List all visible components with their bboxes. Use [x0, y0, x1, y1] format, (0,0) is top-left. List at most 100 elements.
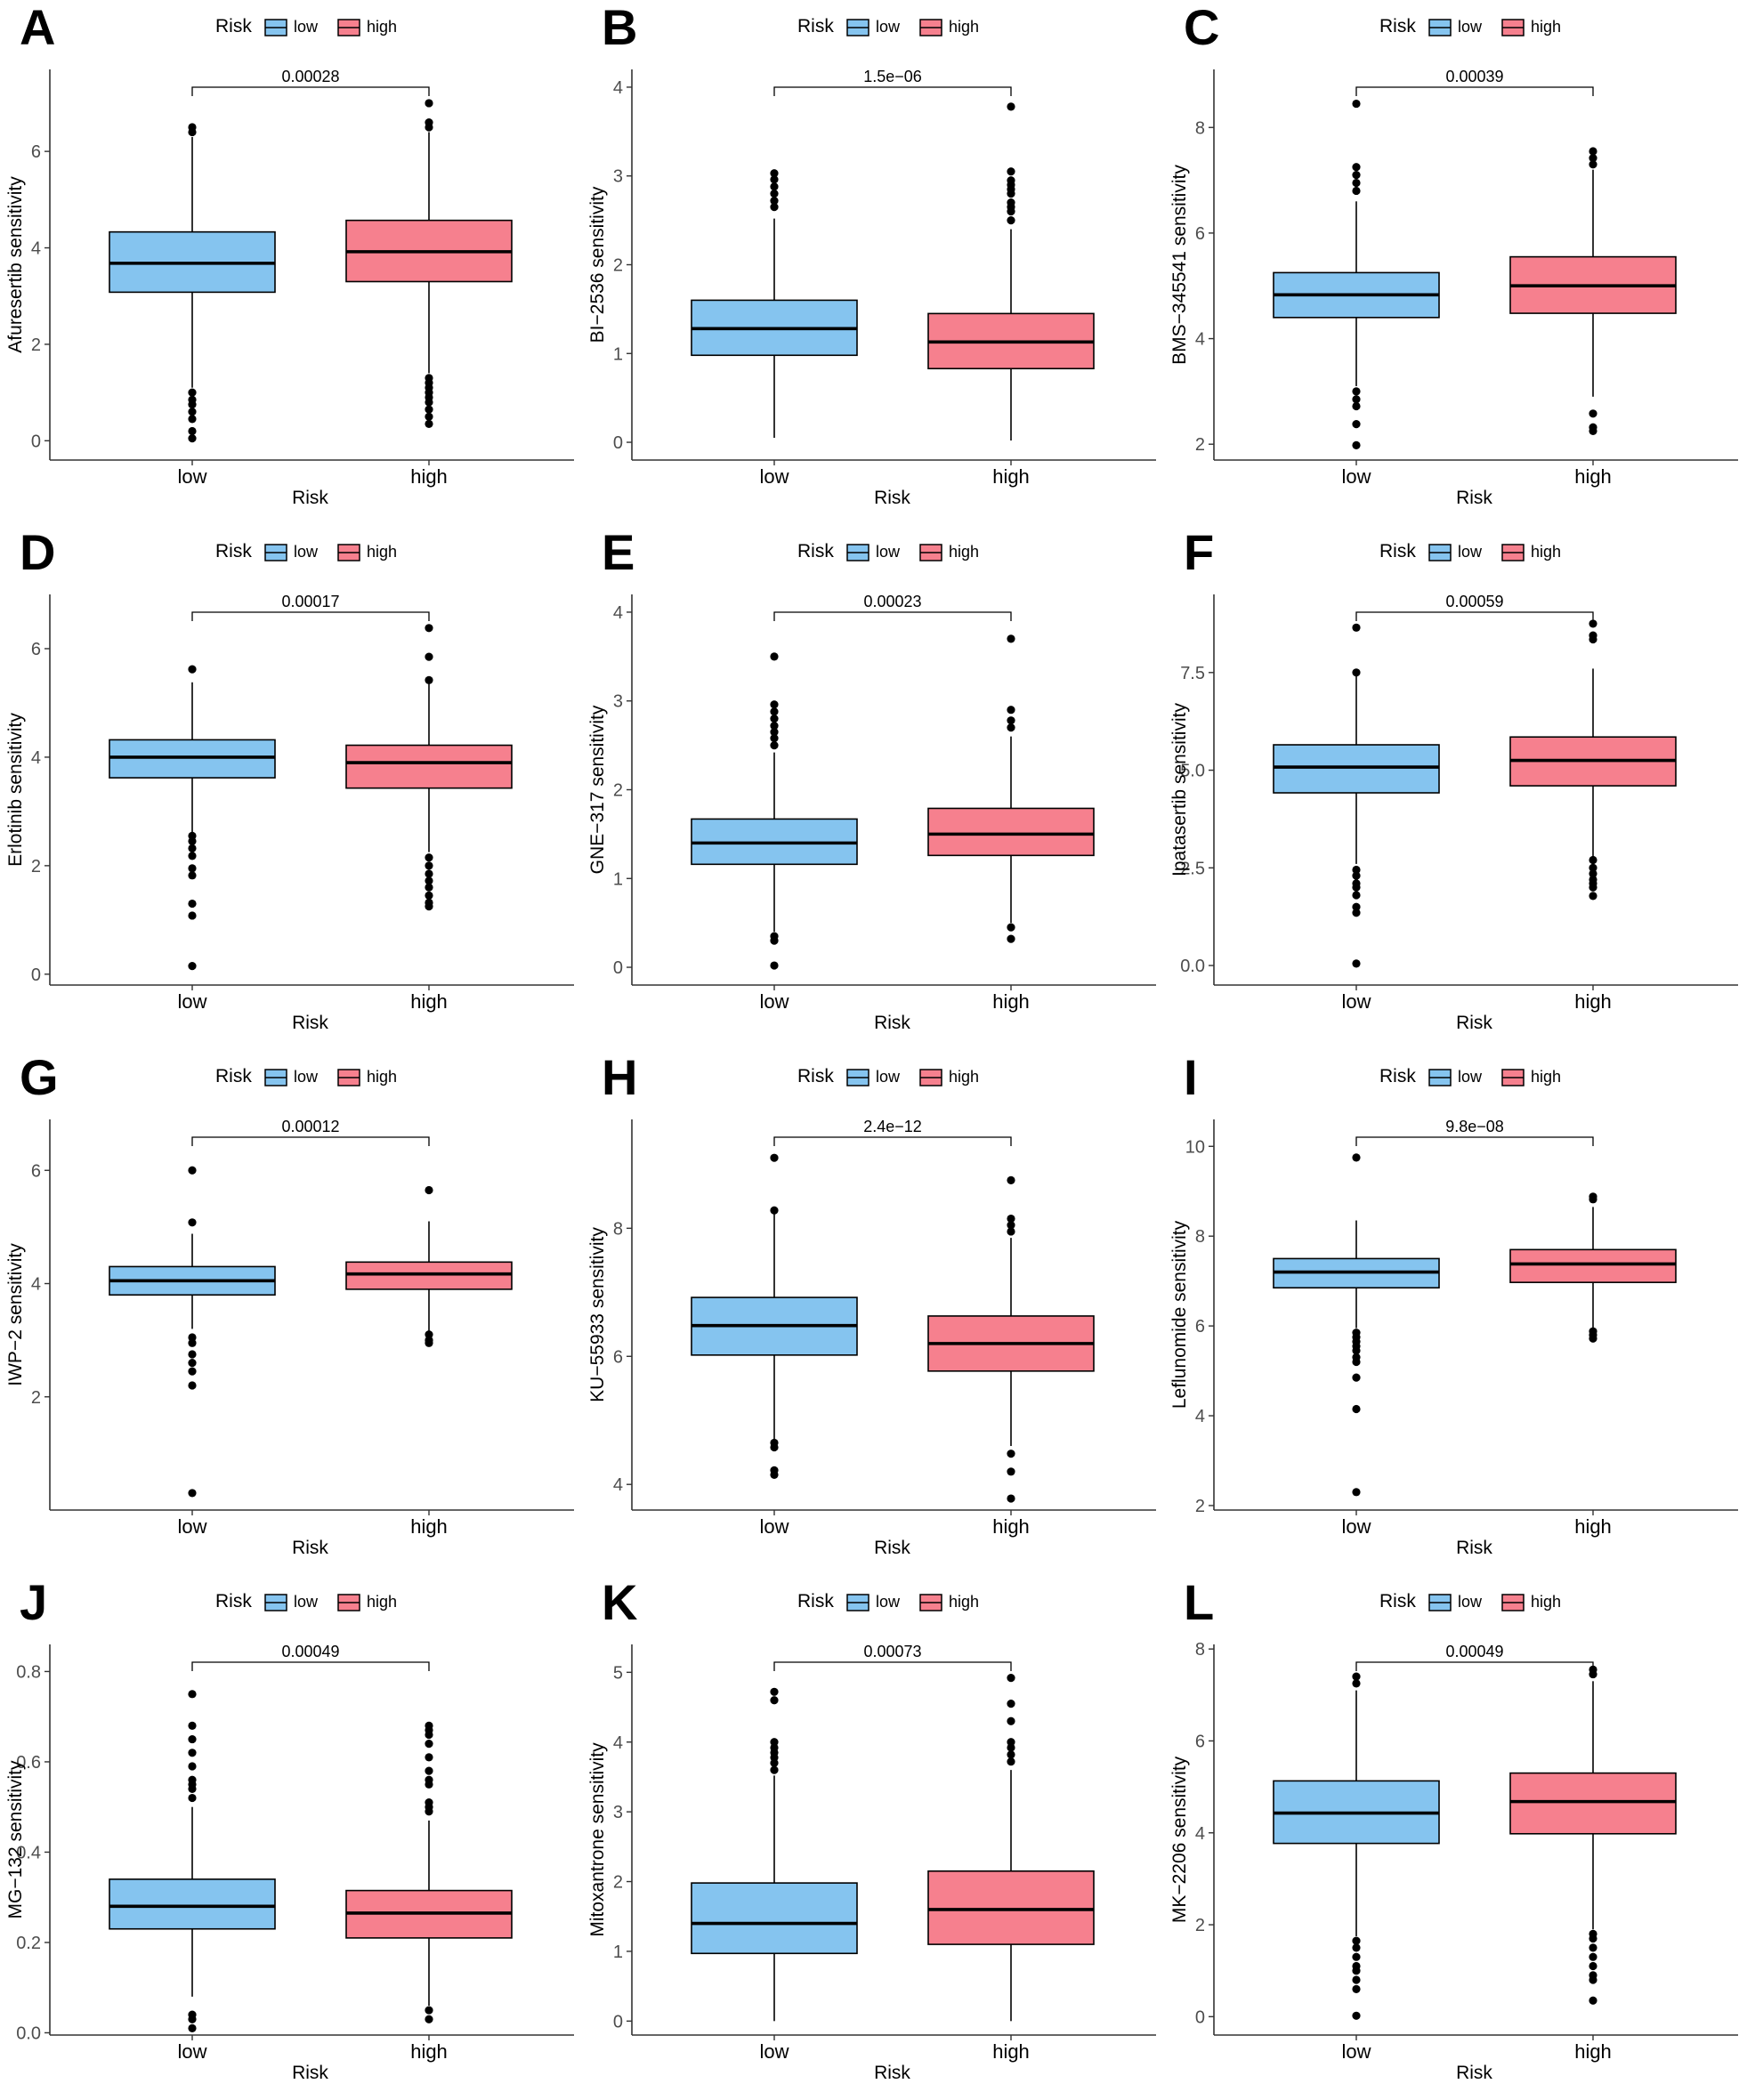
y-tick-label: 2 — [1195, 1497, 1205, 1516]
significance-bracket: 0.00017 — [191, 593, 430, 621]
y-tick-label: 6 — [1195, 1732, 1205, 1751]
box-iqr — [691, 1882, 858, 1955]
legend-label-low: low — [876, 1593, 901, 1611]
box-high — [927, 102, 1095, 441]
outlier-point — [770, 1687, 779, 1696]
box-low — [1273, 99, 1440, 449]
box-high — [1509, 1192, 1677, 1343]
box-iqr — [109, 739, 276, 779]
panel-letter: B — [602, 0, 637, 55]
y-tick-label: 4 — [31, 748, 41, 768]
x-tick-label: low — [177, 2040, 206, 2063]
y-tick-label: 2 — [31, 857, 41, 876]
outlier-point — [1352, 1961, 1361, 1971]
outlier-point — [1007, 198, 1015, 207]
x-tick-label: low — [759, 465, 789, 488]
legend-title: Risk — [215, 1591, 252, 1611]
x-axis-title: Risk — [1456, 1013, 1492, 1033]
panel-letter: G — [20, 1049, 59, 1105]
outlier-point — [188, 1690, 197, 1699]
box-iqr — [1273, 744, 1440, 794]
outlier-point — [1352, 440, 1361, 449]
outlier-point — [770, 1206, 779, 1215]
outlier-point — [425, 861, 433, 870]
outlier-point — [770, 1696, 779, 1705]
outlier-point — [1352, 1672, 1361, 1681]
legend-label-high: high — [949, 18, 979, 36]
p-value-label: 0.00028 — [281, 68, 339, 85]
legend: Risk low high — [1379, 16, 1561, 36]
y-tick-label: 7.5 — [1180, 664, 1205, 683]
outlier-point — [425, 898, 433, 907]
x-tick-label: low — [759, 990, 789, 1013]
x-tick-label: low — [177, 1515, 206, 1538]
outlier-point — [188, 1218, 197, 1227]
outlier-point — [1007, 1716, 1015, 1725]
y-tick-label: 2 — [613, 256, 623, 276]
legend-label-low: low — [294, 1593, 319, 1611]
panel-J: J Risk low high 0.0 0.2 0.4 0.6 0.8 low high Risk MG… — [0, 1574, 582, 2100]
y-axis-title: Afuresertib sensitivity — [5, 176, 26, 353]
x-axis-title: Risk — [874, 1538, 910, 1558]
panel-letter: F — [1184, 524, 1214, 580]
outlier-point — [1007, 723, 1015, 732]
legend-label-high: high — [367, 18, 397, 36]
outlier-point — [1007, 1674, 1015, 1683]
outlier-point — [1352, 1984, 1361, 1993]
box-low — [109, 665, 276, 971]
outlier-point — [1007, 923, 1015, 932]
y-tick-label: 0 — [31, 965, 41, 985]
bracket-line — [773, 611, 1012, 621]
outlier-point — [188, 1721, 197, 1730]
y-tick-label: 4 — [1195, 1824, 1205, 1844]
p-value-label: 0.00049 — [281, 1643, 339, 1660]
outlier-point — [770, 175, 779, 184]
legend-label-high: high — [367, 543, 397, 561]
y-tick-label: 4 — [1195, 330, 1205, 350]
x-tick-label: high — [410, 2040, 448, 2063]
x-axis-title: Risk — [1456, 1538, 1492, 1558]
y-tick-label: 0.8 — [16, 1662, 41, 1682]
outlier-point — [188, 1762, 197, 1771]
legend-title: Risk — [215, 541, 252, 561]
outlier-point — [770, 197, 779, 206]
outlier-point — [425, 1721, 433, 1730]
box-low — [109, 1690, 276, 2032]
outlier-point — [188, 1489, 197, 1498]
box-low — [691, 1153, 858, 1480]
outlier-point — [770, 741, 779, 750]
outlier-point — [425, 1798, 433, 1807]
outlier-point — [1589, 160, 1597, 169]
outlier-point — [188, 408, 197, 416]
y-tick-label: 4 — [31, 239, 41, 259]
x-axis-title: Risk — [292, 2063, 328, 2083]
outlier-point — [770, 182, 779, 191]
panel-letter: C — [1184, 0, 1219, 55]
legend-label-low: low — [876, 1068, 901, 1086]
y-axis-title: Mitoxantrone sensitivity — [587, 1742, 608, 1937]
p-value-label: 0.00017 — [281, 593, 339, 610]
outlier-point — [1352, 1373, 1361, 1382]
legend: Risk low high — [215, 1066, 397, 1086]
x-axis-title: Risk — [1456, 488, 1492, 508]
panel-letter: H — [602, 1049, 637, 1105]
outlier-point — [188, 426, 197, 436]
bracket-line — [773, 86, 1012, 96]
legend-title: Risk — [797, 1591, 834, 1611]
box-low — [109, 1166, 276, 1498]
legend-title: Risk — [1379, 1591, 1416, 1611]
box-iqr — [1509, 1772, 1677, 1835]
x-tick-label: low — [177, 990, 206, 1013]
outlier-point — [188, 2010, 197, 2019]
panel-letter: I — [1184, 1049, 1198, 1105]
legend-label-high: high — [1531, 1068, 1561, 1086]
significance-bracket: 0.00049 — [191, 1643, 430, 1671]
outlier-point — [188, 123, 197, 132]
outlier-point — [1007, 1221, 1015, 1230]
p-value-label: 0.00012 — [281, 1118, 339, 1135]
outlier-point — [1352, 2011, 1361, 2020]
p-value-label: 0.00023 — [863, 593, 921, 610]
y-tick-label: 0.4 — [16, 1843, 41, 1862]
outlier-point — [188, 388, 197, 397]
p-value-label: 1.5e−06 — [863, 68, 922, 85]
